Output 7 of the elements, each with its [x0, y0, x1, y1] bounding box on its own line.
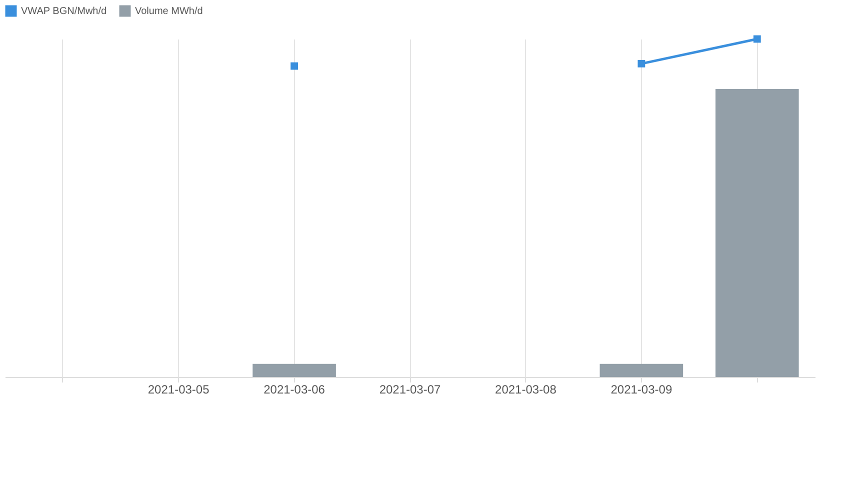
- x-tick-label: 2021-03-08: [495, 382, 557, 396]
- legend-label: VWAP BGN/Mwh/d: [21, 6, 107, 17]
- x-tick-label: 2021-03-05: [148, 382, 210, 396]
- legend-label: Volume MWh/d: [135, 6, 203, 17]
- x-tick-label: 2021-03-07: [379, 382, 442, 396]
- x-tick-label: 2021-03-09: [610, 382, 672, 396]
- x-tick-label: 2021-03-06: [264, 382, 326, 396]
